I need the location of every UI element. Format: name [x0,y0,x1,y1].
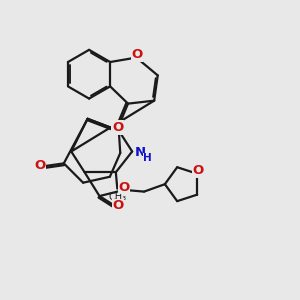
Text: H: H [143,153,152,163]
Text: CH₃: CH₃ [108,192,126,202]
Text: O: O [131,48,142,61]
Text: O: O [34,159,46,172]
Text: O: O [112,200,124,212]
Text: O: O [112,121,123,134]
Text: N: N [135,146,146,160]
Text: O: O [118,181,130,194]
Text: O: O [193,164,204,177]
